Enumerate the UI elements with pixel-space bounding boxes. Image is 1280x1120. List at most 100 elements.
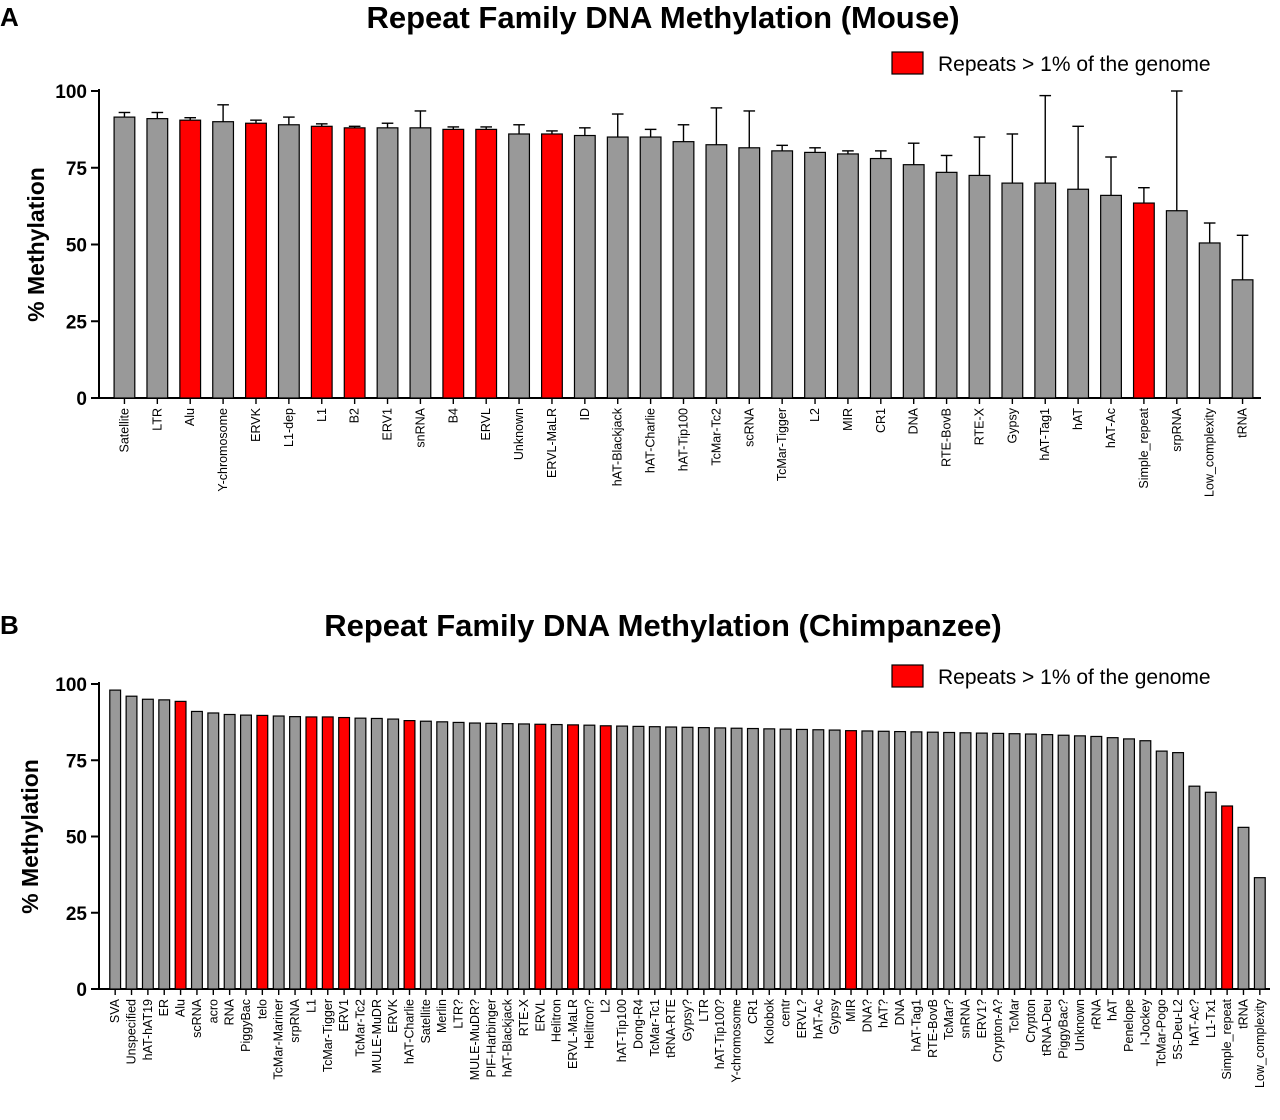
x-tick-label: Unspecified bbox=[125, 999, 139, 1064]
bar-LTR? bbox=[452, 721, 465, 990]
x-tick-label: Y-chromosome bbox=[216, 408, 230, 492]
x-tick-label: Low_complexity bbox=[1203, 407, 1217, 497]
bar-L2 bbox=[804, 151, 827, 399]
bar-TcMar-Tigger bbox=[771, 150, 794, 399]
y-tick-label: 25 bbox=[66, 312, 88, 333]
bar-hAT-Charlie bbox=[639, 136, 662, 399]
bar-ER bbox=[158, 699, 171, 990]
bar-L2 bbox=[599, 725, 612, 990]
bar-centr bbox=[779, 728, 792, 990]
bar-tRNA-RTE bbox=[665, 726, 678, 990]
x-tick-label: 5S-Deu-L2 bbox=[1171, 999, 1185, 1059]
bar-ERVL bbox=[534, 723, 547, 990]
x-tick-label: MULE-MuDR? bbox=[468, 999, 482, 1080]
bar-MULE-MuDR bbox=[370, 717, 383, 990]
x-tick-label: RNA bbox=[223, 998, 237, 1025]
bar-hAT bbox=[1106, 737, 1119, 990]
x-tick-label: Alu bbox=[174, 999, 188, 1017]
bar-LTR bbox=[146, 118, 169, 399]
x-tick-label: Unknown bbox=[1073, 999, 1087, 1051]
x-tick-label: scRNA bbox=[742, 407, 756, 447]
bar-ERVL bbox=[475, 128, 498, 399]
x-tick-label: Satellite bbox=[117, 408, 131, 453]
panel-chimpanzee: B Repeat Family DNA Methylation (Chimpan… bbox=[0, 608, 1280, 1120]
x-tick-label: Helitron bbox=[550, 999, 564, 1042]
panel-letter-a: A bbox=[0, 2, 19, 32]
x-tick-label: LTR bbox=[697, 999, 711, 1022]
bar-CR1 bbox=[746, 727, 759, 990]
bar-LTR bbox=[697, 727, 710, 990]
x-tick-label: CR1 bbox=[874, 408, 888, 433]
x-tick-label: ERVK bbox=[249, 407, 263, 441]
x-tick-label: I-Jockey bbox=[1138, 998, 1152, 1045]
legend-swatch bbox=[891, 51, 924, 75]
x-tick-label: MULE-MuDR bbox=[370, 999, 384, 1073]
bar-ERV1? bbox=[975, 732, 988, 990]
x-tick-label: TcMar-Pogo bbox=[1155, 999, 1169, 1066]
x-tick-label: tRNA-Deu bbox=[1040, 999, 1054, 1056]
y-tick-label: 75 bbox=[66, 751, 88, 772]
bar-L1-Tx1 bbox=[1204, 791, 1217, 990]
x-tick-label: hAT-Ac? bbox=[1187, 999, 1201, 1046]
bar-Low_complexity bbox=[1198, 242, 1221, 399]
x-tick-label: hAT-hAT19 bbox=[141, 999, 155, 1060]
x-tick-label: acro bbox=[206, 999, 220, 1023]
y-tick-label: 50 bbox=[66, 828, 87, 849]
x-tick-label: ER bbox=[157, 999, 171, 1016]
bar-Dong-R4 bbox=[632, 725, 645, 990]
bar-Satellite bbox=[113, 116, 136, 399]
x-tick-label: L2 bbox=[599, 999, 613, 1013]
bar-PiggyBac? bbox=[1057, 734, 1070, 990]
bar-MULE-MuDR? bbox=[468, 722, 481, 990]
chart-title-mouse: Repeat Family DNA Methylation (Mouse) bbox=[366, 0, 960, 35]
x-tick-label: hAT-Tip100 bbox=[615, 999, 629, 1062]
x-tick-label: ERV1 bbox=[381, 408, 395, 440]
bar-hAT-Tag1 bbox=[1034, 182, 1057, 399]
bar-rRNA bbox=[1090, 735, 1103, 990]
bar-Merlin bbox=[436, 721, 449, 990]
x-tick-label: ERVK bbox=[386, 998, 400, 1032]
bar-5S-Deu-L2 bbox=[1172, 752, 1185, 990]
x-tick-label: L1-Tx1 bbox=[1204, 999, 1218, 1038]
bar-B2 bbox=[343, 127, 366, 399]
x-tick-label: hAT-Blackjack bbox=[611, 407, 625, 486]
bar-srpRNA bbox=[289, 716, 302, 990]
bar-MIR bbox=[845, 730, 858, 990]
x-tick-label: hAT-Tag1 bbox=[1038, 408, 1052, 461]
x-tick-label: Gypsy bbox=[828, 998, 842, 1034]
y-tick-label: 100 bbox=[55, 675, 87, 696]
bar-Unspecified bbox=[125, 695, 138, 990]
x-tick-label: TcMar? bbox=[942, 999, 956, 1040]
y-tick-label: 100 bbox=[55, 82, 87, 103]
bar-TcMar-Tc2 bbox=[354, 717, 367, 990]
bar-snRNA bbox=[409, 127, 432, 399]
x-tick-label: PiggyBac? bbox=[1057, 999, 1071, 1059]
bar-tRNA-Deu bbox=[1041, 734, 1054, 990]
x-tick-label: TcMar-Mariner bbox=[272, 999, 286, 1080]
bar-ERVK bbox=[245, 122, 267, 399]
x-tick-label: Unknown bbox=[512, 408, 526, 460]
x-tick-label: hAT-Tag1 bbox=[909, 999, 923, 1052]
x-tick-label: hAT-Tip100? bbox=[713, 999, 727, 1069]
x-tick-label: hAT bbox=[1106, 999, 1120, 1021]
x-tick-label: scRNA bbox=[190, 998, 204, 1038]
x-tick-label: SVA bbox=[108, 998, 122, 1023]
x-tick-label: DNA? bbox=[860, 999, 874, 1032]
bar-Helitron bbox=[550, 723, 563, 990]
bar-PiggyBac bbox=[239, 714, 252, 990]
legend-label: Repeats > 1% of the genome bbox=[938, 666, 1211, 689]
bar-hAT-Ac bbox=[1100, 194, 1122, 399]
bar-RTE-BovB bbox=[926, 731, 939, 990]
bar-hAT-Tip100? bbox=[714, 727, 727, 990]
bar-ERVK bbox=[387, 718, 400, 990]
bar-hAT-Tip100 bbox=[672, 141, 695, 399]
x-tick-label: ID bbox=[578, 408, 592, 421]
bar-Simple_repeat bbox=[1132, 202, 1155, 399]
x-tick-label: L1-dep bbox=[282, 408, 296, 447]
x-tick-label: srpRNA bbox=[288, 998, 302, 1042]
x-tick-label: Kolobok bbox=[762, 998, 776, 1044]
bar-Unknown bbox=[508, 133, 531, 399]
bar-srpRNA bbox=[1165, 210, 1188, 399]
x-tick-label: tRNA-RTE bbox=[664, 999, 678, 1058]
